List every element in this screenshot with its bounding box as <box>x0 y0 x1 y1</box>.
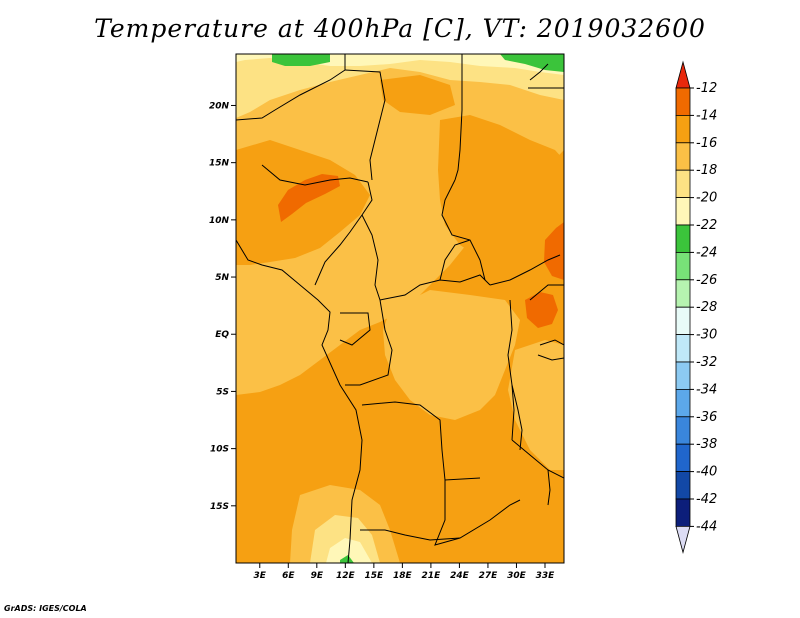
colorbar-label: -36 <box>696 410 717 425</box>
lon-tick-label: 24E <box>450 571 470 581</box>
border-cameroon-car <box>361 214 381 301</box>
lon-tick-label: 15E <box>365 571 385 581</box>
lat-tick-label: 20N <box>209 101 230 111</box>
lon-tick-label: 3E <box>254 571 267 581</box>
chart-title: Temperature at 400hPa [C], VT: 201903260… <box>94 14 706 43</box>
colorbar-label: -40 <box>696 465 717 480</box>
colorbar-cap-bottom <box>675 526 691 554</box>
field-12-14-sudan <box>544 222 564 280</box>
field-16-18-east <box>508 340 564 470</box>
border-lake-malawi <box>547 469 551 506</box>
border-lake-tanganyika <box>511 384 523 451</box>
colorbar-label: -42 <box>696 492 717 507</box>
colorbar-segment <box>675 279 691 308</box>
colorbar-segment <box>675 115 691 144</box>
border-red-sea <box>529 63 549 81</box>
colorbar-label: -14 <box>696 108 717 123</box>
field-14-16-northeast <box>438 115 564 300</box>
border-libya-egypt <box>454 54 463 181</box>
border-sudan-south <box>439 239 471 281</box>
border-south-sudan-east <box>489 254 561 286</box>
border-chad-sudan <box>441 179 486 281</box>
border-drc-uganda <box>507 299 515 441</box>
field-16-18-central <box>383 290 520 420</box>
border-angola-namibia <box>360 529 461 541</box>
colorbar: -12 -14 -16 -18 -20 -22 -24 -26 -28 -30 -32 -34 -36 -… <box>675 60 717 554</box>
field-22-24-northwest <box>272 54 330 66</box>
colorbar-segment <box>675 416 691 445</box>
lat-tick-label: 15S <box>210 502 229 512</box>
lon-tick-label: 33E <box>536 571 556 581</box>
colorbar-label: -28 <box>696 300 717 315</box>
border-libya-niger <box>344 69 386 181</box>
colorbar-segment <box>675 334 691 363</box>
colorbar-segment <box>675 443 691 473</box>
colorbar-label: -30 <box>696 328 717 343</box>
colorbar-segment <box>675 169 691 198</box>
longitude-axis: 3E 6E 9E 12E 15E 18E 21E 24E 27E 30E 33E <box>254 563 556 581</box>
colorbar-label: -18 <box>696 163 717 178</box>
field-18-20-north <box>236 54 564 118</box>
field-22-24-south <box>340 555 354 563</box>
border-lake-victoria <box>537 339 564 361</box>
lat-tick-label: 15N <box>209 159 230 169</box>
lon-tick-label: 12E <box>336 571 356 581</box>
colorbar-label: -34 <box>696 382 717 397</box>
lon-tick-label: 18E <box>393 571 413 581</box>
colorbar-label: -32 <box>696 355 717 370</box>
lat-tick-label: 5N <box>215 273 229 283</box>
colorbar-label: -20 <box>696 191 717 206</box>
border-zambia <box>434 480 521 546</box>
colorbar-segment <box>675 197 691 226</box>
field-14-16-north <box>380 75 455 115</box>
field-12-14-lakes <box>525 292 558 328</box>
lon-tick-label: 9E <box>311 571 324 581</box>
map-frame <box>235 53 565 564</box>
lon-tick-label: 27E <box>479 571 499 581</box>
colorbar-segment <box>675 251 691 281</box>
latitude-axis: 20N 15N 10N 5N EQ 5S 10S 15S <box>209 101 236 512</box>
colorbar-segment <box>675 388 691 418</box>
colorbar-segment <box>675 498 691 527</box>
lat-tick-label: 10S <box>210 445 229 455</box>
colorbar-segment <box>675 142 691 171</box>
colorbar-segment <box>675 306 691 336</box>
lon-tick-label: 6E <box>282 571 295 581</box>
border-nigeria-cameroon <box>314 181 373 286</box>
colorbar-segment <box>675 87 691 116</box>
colorbar-label: -22 <box>696 218 717 233</box>
credit-text: GrADS: IGES/COLA <box>4 604 87 613</box>
colorbar-segment <box>675 361 691 390</box>
colorbar-label: -44 <box>696 519 717 534</box>
lon-tick-label: 30E <box>507 571 527 581</box>
colorbar-label: -12 <box>696 81 717 96</box>
lat-tick-label: 5S <box>216 387 229 397</box>
field-12-14-nigeria <box>278 174 340 222</box>
colorbar-label: -24 <box>696 245 717 260</box>
colorbar-label: -16 <box>696 136 717 151</box>
lat-tick-label: EQ <box>215 330 229 340</box>
country-borders <box>236 54 564 563</box>
border-gabon <box>339 312 371 346</box>
temperature-field <box>236 54 564 563</box>
border-niger-nigeria <box>261 164 369 186</box>
field-22-24-northeast <box>500 54 564 72</box>
colorbar-label: -38 <box>696 437 717 452</box>
border-tanzania <box>511 439 564 479</box>
lat-tick-label: 10N <box>209 216 230 226</box>
colorbar-segment <box>675 471 691 500</box>
border-west-coast <box>236 239 363 563</box>
colorbar-cap-top <box>675 60 691 89</box>
colorbar-label: -26 <box>696 273 717 288</box>
border-congo-drc <box>345 299 393 386</box>
colorbar-segment <box>675 224 691 253</box>
lon-tick-label: 21E <box>422 571 442 581</box>
border-kenya-ethiopia <box>529 284 564 301</box>
